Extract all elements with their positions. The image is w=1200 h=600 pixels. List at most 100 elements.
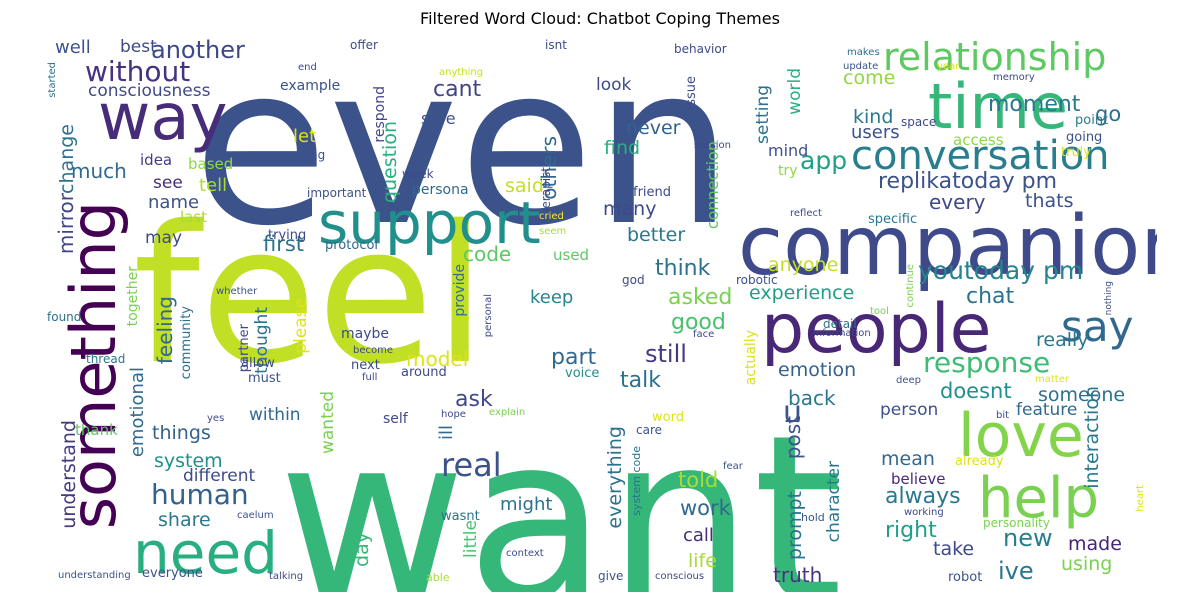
word-think: think <box>655 256 711 281</box>
word-feel: feel <box>133 185 487 406</box>
word-everything: everything <box>604 426 626 529</box>
word-feeling: feeling <box>153 296 177 365</box>
word-mean: mean <box>881 448 935 470</box>
word-detail: detail <box>823 317 857 331</box>
word-person: person <box>880 400 939 420</box>
word-connection: connection <box>703 141 722 230</box>
word-still: still <box>645 340 687 368</box>
word-right: right <box>885 518 937 543</box>
word-information: information <box>813 328 871 339</box>
word-wasnt: wasnt <box>441 509 480 524</box>
word-never: never <box>626 117 681 139</box>
word-day: day <box>351 532 373 567</box>
word-end: end <box>298 62 317 73</box>
word-sure: sure <box>421 109 456 128</box>
word-anyone: anyone <box>768 254 839 276</box>
word-mirror: mirror <box>54 193 78 255</box>
word-idea: idea <box>140 151 173 169</box>
word-want: want <box>278 387 844 593</box>
word-things: things <box>152 422 211 444</box>
word-please: please <box>291 298 311 354</box>
word-voice: voice <box>565 366 600 381</box>
word-cant: cant <box>433 77 482 102</box>
word-better: better <box>627 224 686 246</box>
word-example: example <box>280 78 341 94</box>
word-feature: feature <box>1016 400 1078 420</box>
word-good: good <box>671 310 726 335</box>
word-fear: fear <box>723 461 743 472</box>
word-human: human <box>151 478 249 511</box>
word-together: together <box>125 266 141 327</box>
word-based: based <box>188 155 234 173</box>
word-yes: yes <box>207 413 225 424</box>
word-offer: offer <box>350 38 378 52</box>
word-without: without <box>85 55 191 88</box>
word-different: different <box>183 466 256 486</box>
word-system-code: system code <box>630 446 643 516</box>
word-doesnt: doesnt <box>940 379 1012 403</box>
word-wanted: wanted <box>318 391 338 455</box>
word-emotion: emotion <box>778 359 857 381</box>
word-companion: companion <box>738 199 1157 294</box>
word-always: always <box>885 484 961 509</box>
word-whether: whether <box>216 286 258 297</box>
word-go: go <box>1095 102 1122 126</box>
word-point: point <box>1075 113 1109 128</box>
word-call: call <box>683 525 714 546</box>
word-next: next <box>351 358 380 373</box>
word-able: able <box>426 571 450 584</box>
word-important: important <box>307 186 367 200</box>
word-memory: memory <box>993 72 1035 83</box>
word-heart: heart <box>1135 485 1146 512</box>
word-come: come <box>843 67 896 89</box>
word-truly: truly <box>1061 145 1091 160</box>
word-asked: asked <box>668 285 733 310</box>
word-around: around <box>401 365 447 380</box>
word-year: year <box>937 61 960 72</box>
word-hold: hold <box>801 511 825 524</box>
word-robotic: robotic <box>736 273 778 287</box>
word-word: word <box>652 410 684 425</box>
word-context: context <box>506 548 544 559</box>
word-nothing: nothing <box>1104 281 1114 316</box>
word-talking: talking <box>269 571 304 582</box>
word-every: every <box>929 190 986 214</box>
word-access: access <box>953 131 1004 149</box>
word-respond: respond <box>372 86 388 143</box>
word-god: god <box>622 273 645 287</box>
word-model: model <box>406 347 469 371</box>
word-id: id <box>920 265 930 276</box>
word-prompt: prompt <box>784 491 806 561</box>
word-first: first <box>263 232 305 256</box>
word-keep: keep <box>530 287 574 308</box>
word-response: response <box>923 346 1051 379</box>
word-told: told <box>678 468 719 492</box>
word-character: character <box>824 461 844 543</box>
word-see: see <box>153 173 183 193</box>
word-within: within <box>249 405 301 425</box>
word-share: share <box>158 509 211 531</box>
word-someone: someone <box>1038 384 1126 406</box>
word-using: using <box>1061 553 1113 575</box>
word-bit: bit <box>996 410 1010 421</box>
chart-title: Filtered Word Cloud: Chatbot Coping Them… <box>420 9 780 28</box>
word-love: love <box>958 401 1084 471</box>
word-space: space <box>901 115 937 129</box>
word-world: world <box>785 68 805 115</box>
word-provide: provide <box>452 264 468 317</box>
word-allow: allow <box>241 356 275 371</box>
word-continue: continue <box>905 264 916 308</box>
word-little: little <box>461 520 481 558</box>
word-thank: thank <box>75 421 118 439</box>
word-working: working <box>904 507 944 518</box>
word-care: care <box>636 423 663 437</box>
word-name: name <box>148 192 200 213</box>
word-must: must <box>248 371 281 386</box>
word-truth: truth <box>773 563 823 587</box>
word-back: back <box>788 386 836 410</box>
word-makes: makes <box>847 47 880 58</box>
word-ill: ill <box>436 425 457 441</box>
word-thread: thread <box>86 352 126 366</box>
word-help: help <box>978 466 1100 531</box>
word-going: going <box>1066 130 1103 145</box>
